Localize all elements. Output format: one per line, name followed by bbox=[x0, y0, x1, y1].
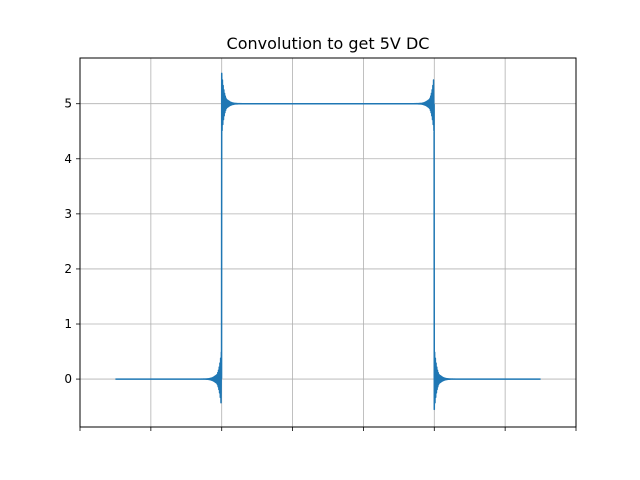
y-tick-label: 2 bbox=[64, 262, 72, 276]
plot-frame bbox=[79, 57, 577, 428]
y-tick-label: 4 bbox=[64, 152, 72, 166]
series-line bbox=[114, 72, 542, 411]
series-layer bbox=[114, 72, 542, 411]
y-tick-label: 3 bbox=[64, 207, 72, 221]
y-tick-label: 5 bbox=[64, 97, 72, 111]
ticks: 0 1 2 3 4 5 bbox=[64, 97, 577, 431]
y-tick-label: 0 bbox=[64, 372, 72, 386]
chart-title: Convolution to get 5V DC bbox=[227, 34, 430, 53]
y-tick-label: 1 bbox=[64, 317, 72, 331]
